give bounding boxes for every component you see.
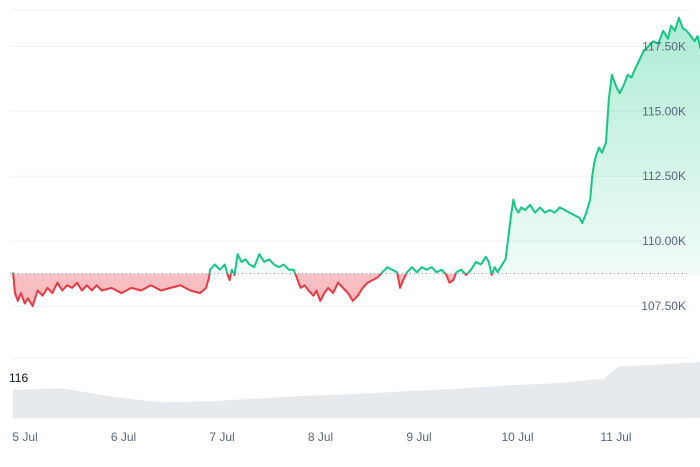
grid-lines bbox=[10, 9, 690, 419]
y-tick-label: 107.50K bbox=[641, 299, 686, 313]
y-tick-label: 112.50K bbox=[642, 169, 686, 183]
volume-fill bbox=[13, 362, 700, 418]
x-tick-label: 9 Jul bbox=[406, 430, 431, 444]
x-tick-label: 11 Jul bbox=[600, 430, 631, 444]
price-line-down bbox=[12, 273, 494, 308]
price-line bbox=[12, 16, 700, 308]
x-tick-label: 6 Jul bbox=[111, 430, 136, 444]
area-above-baseline bbox=[13, 17, 700, 274]
y-axis: 107.50K 110.00K 112.50K 115.00K 117.50K bbox=[641, 39, 686, 313]
x-axis: 5 Jul 6 Jul 7 Jul 8 Jul 9 Jul 10 Jul 11 Jul bbox=[12, 430, 631, 444]
area-below-baseline bbox=[13, 273, 700, 307]
x-tick-label: 5 Jul bbox=[12, 430, 37, 444]
y-tick-label: 115.00K bbox=[642, 104, 686, 118]
volume-label: 116 bbox=[9, 371, 28, 385]
price-line-up bbox=[12, 16, 700, 274]
volume-area bbox=[13, 362, 700, 418]
x-tick-label: 10 Jul bbox=[501, 430, 533, 444]
price-area bbox=[13, 17, 700, 307]
y-tick-label: 117.50K bbox=[642, 39, 686, 53]
x-tick-label: 7 Jul bbox=[209, 430, 234, 444]
y-tick-label: 110.00K bbox=[642, 234, 686, 248]
x-tick-label: 8 Jul bbox=[308, 430, 333, 444]
